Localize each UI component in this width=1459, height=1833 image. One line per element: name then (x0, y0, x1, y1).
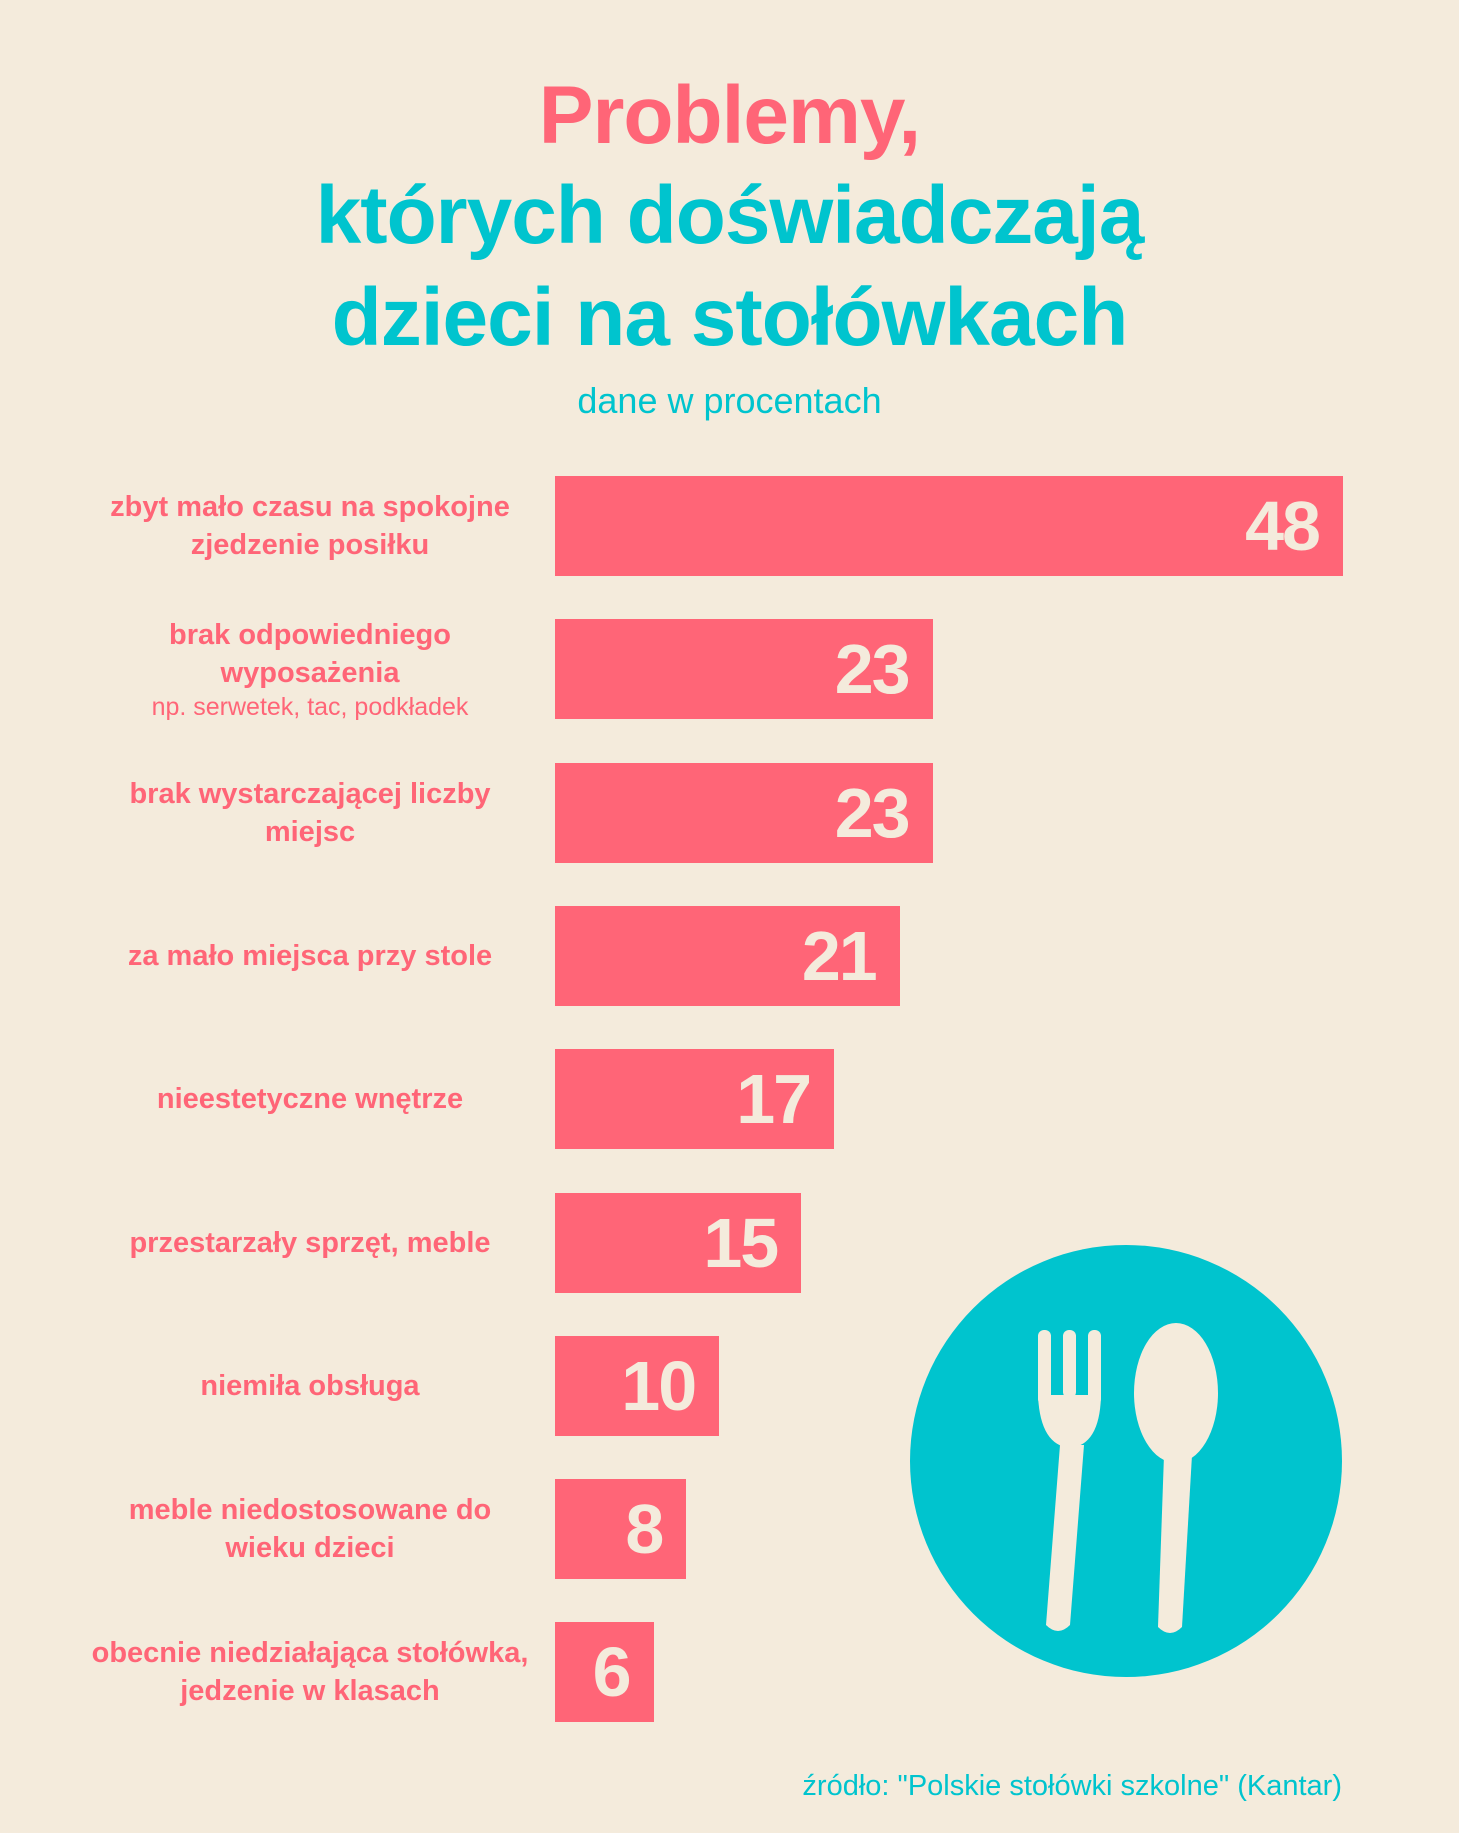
bar-value-label: 23 (834, 630, 911, 709)
category-label: brak wystarczającej liczby miejsc (90, 775, 530, 851)
title-line-2: których doświadczają (315, 170, 1145, 261)
category-label: przestarzały sprzęt, meble (90, 1224, 530, 1262)
category-label: obecnie niedziałająca stołówka, jedzenie… (90, 1634, 530, 1710)
bar-value-label: 8 (625, 1490, 664, 1569)
category-label: nieestetyczne wnętrze (90, 1080, 530, 1118)
bar-value-label: 10 (621, 1346, 697, 1425)
bar: 48 (555, 476, 1343, 576)
category-label: za mało miejsca przy stole (90, 937, 530, 975)
bar-value-label: 6 (592, 1633, 632, 1712)
category-label-text: meble niedostosowane do wieku dzieci (128, 1494, 492, 1565)
bar: 23 (555, 619, 933, 720)
category-label-text: niemiła obsługa (200, 1369, 420, 1402)
category-label-text: brak odpowiedniego wyposażenia (169, 619, 451, 690)
subtitle: dane w procentach (577, 380, 882, 421)
category-label-text: nieestetyczne wnętrze (156, 1083, 464, 1116)
category-label-text: za mało miejsca przy stole (127, 939, 493, 972)
category-label-text: obecnie niedziałająca stołówka, jedzenie… (91, 1637, 529, 1708)
bar-value-label: 21 (801, 916, 878, 995)
title-line-1: Problemy, (538, 70, 921, 161)
bar: 17 (555, 1049, 835, 1150)
bar: 23 (555, 762, 933, 863)
bar: 10 (555, 1335, 720, 1436)
category-label: niemiła obsługa (90, 1367, 530, 1405)
bar-value-label: 15 (703, 1203, 779, 1282)
bar: 8 (555, 1479, 687, 1580)
category-note: np. serwetek, tac, podkładek (151, 693, 469, 722)
category-label-text: zbyt mało czasu na spokojne zjedzenie po… (110, 491, 510, 561)
bar-value-label: 48 (1245, 487, 1321, 565)
category-label: brak odpowiedniego wyposażenia np. serwet… (90, 616, 530, 722)
category-label: zbyt mało czasu na spokojne zjedzenie po… (90, 488, 530, 564)
bar: 21 (555, 905, 900, 1006)
plate-circle (910, 1245, 1342, 1677)
fork-and-spoon-icon (1038, 1323, 1218, 1633)
category-label-text: brak wystarczającej liczby miejsc (129, 777, 491, 848)
bar-value-label: 23 (834, 773, 911, 852)
source-note: źródło: "Polskie stołówki szkolne" (Kant… (802, 1770, 1342, 1802)
title-line-3: dzieci na stołówkach (331, 272, 1129, 363)
category-label: meble niedostosowane do wieku dzieci (90, 1491, 530, 1567)
bar-value-label: 17 (736, 1060, 812, 1139)
bar: 15 (555, 1192, 802, 1293)
category-label-text: przestarzały sprzęt, meble (129, 1226, 491, 1259)
bar: 6 (555, 1622, 654, 1723)
